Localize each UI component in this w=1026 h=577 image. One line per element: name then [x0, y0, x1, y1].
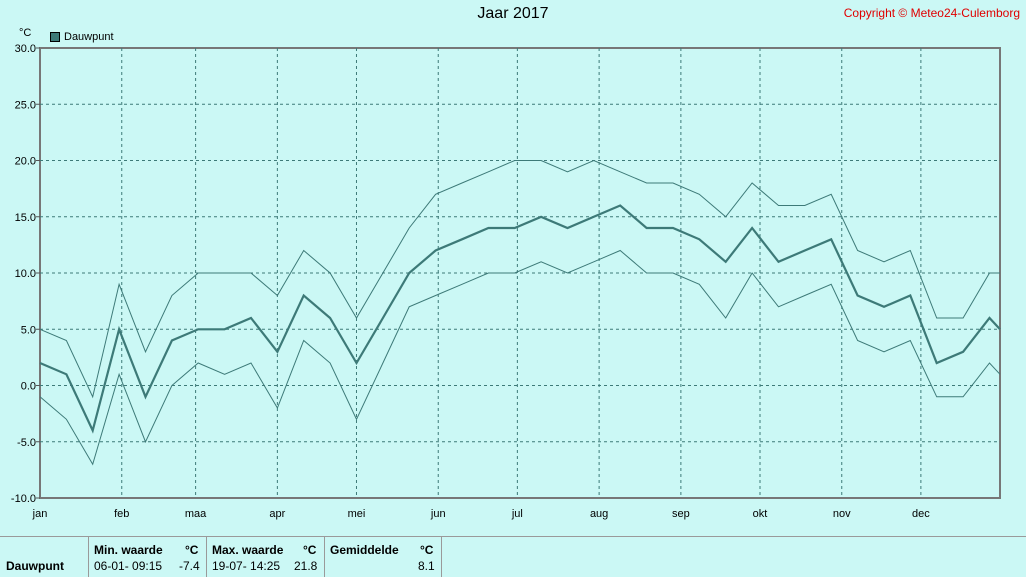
x-tick-label: sep	[672, 508, 690, 520]
min-value: -7.4	[179, 559, 200, 573]
x-tick-label: nov	[833, 508, 851, 520]
x-tick-label: feb	[114, 508, 129, 520]
y-tick-label: -10.0	[11, 493, 36, 505]
x-tick-label: maa	[185, 508, 207, 520]
y-tick-label: 30.0	[15, 43, 36, 55]
min-unit-header: °C	[185, 543, 199, 557]
x-tick-label: jun	[430, 508, 446, 520]
y-tick-label: 0.0	[21, 381, 36, 393]
x-tick-label: jan	[32, 508, 48, 520]
min-header: Min. waarde	[94, 543, 163, 557]
series-min-line	[39, 249, 1001, 466]
y-tick-label: 25.0	[15, 99, 36, 111]
max-unit-header: °C	[303, 543, 317, 557]
min-time: 06-01- 09:15	[94, 559, 163, 573]
series-max-line	[39, 159, 1000, 399]
max-value: 21.8	[294, 559, 318, 573]
stats-table: Dauwpunt Min. waarde °C 06-01- 09:15 -7.…	[0, 536, 1026, 577]
y-tick-label: 10.0	[15, 268, 36, 280]
legend-label: Dauwpunt	[64, 31, 114, 43]
x-tick-label: aug	[590, 508, 608, 520]
stats-row-label: Dauwpunt	[6, 559, 64, 573]
y-unit-label: °C	[19, 27, 32, 39]
avg-value: 8.1	[418, 559, 435, 573]
x-tick-label: apr	[269, 508, 285, 520]
dewpoint-chart: -10.0 -5.0 0.0 5.0 10.0 15.0 20.0 25.0 30.0 jan fe…	[11, 43, 1001, 520]
y-tick-label: -5.0	[17, 437, 36, 449]
max-header: Max. waarde	[212, 543, 284, 557]
y-tick-label: 20.0	[15, 156, 36, 168]
x-tick-label: dec	[912, 508, 930, 520]
x-tick-label: okt	[753, 508, 768, 520]
copyright-label: Copyright © Meteo24-Culemborg	[843, 6, 1020, 20]
avg-header: Gemiddelde	[330, 543, 399, 557]
x-tick-label: mei	[348, 508, 366, 520]
legend-swatch	[50, 32, 60, 42]
max-time: 19-07- 14:25	[212, 559, 281, 573]
chart-title: Jaar 2017	[477, 5, 549, 22]
avg-unit-header: °C	[420, 543, 434, 557]
y-tick-label: 5.0	[21, 324, 36, 336]
x-tick-label: jul	[511, 508, 523, 520]
legend: Dauwpunt	[50, 31, 114, 43]
series-avg-line	[39, 204, 1001, 434]
y-tick-label: 15.0	[15, 212, 36, 224]
